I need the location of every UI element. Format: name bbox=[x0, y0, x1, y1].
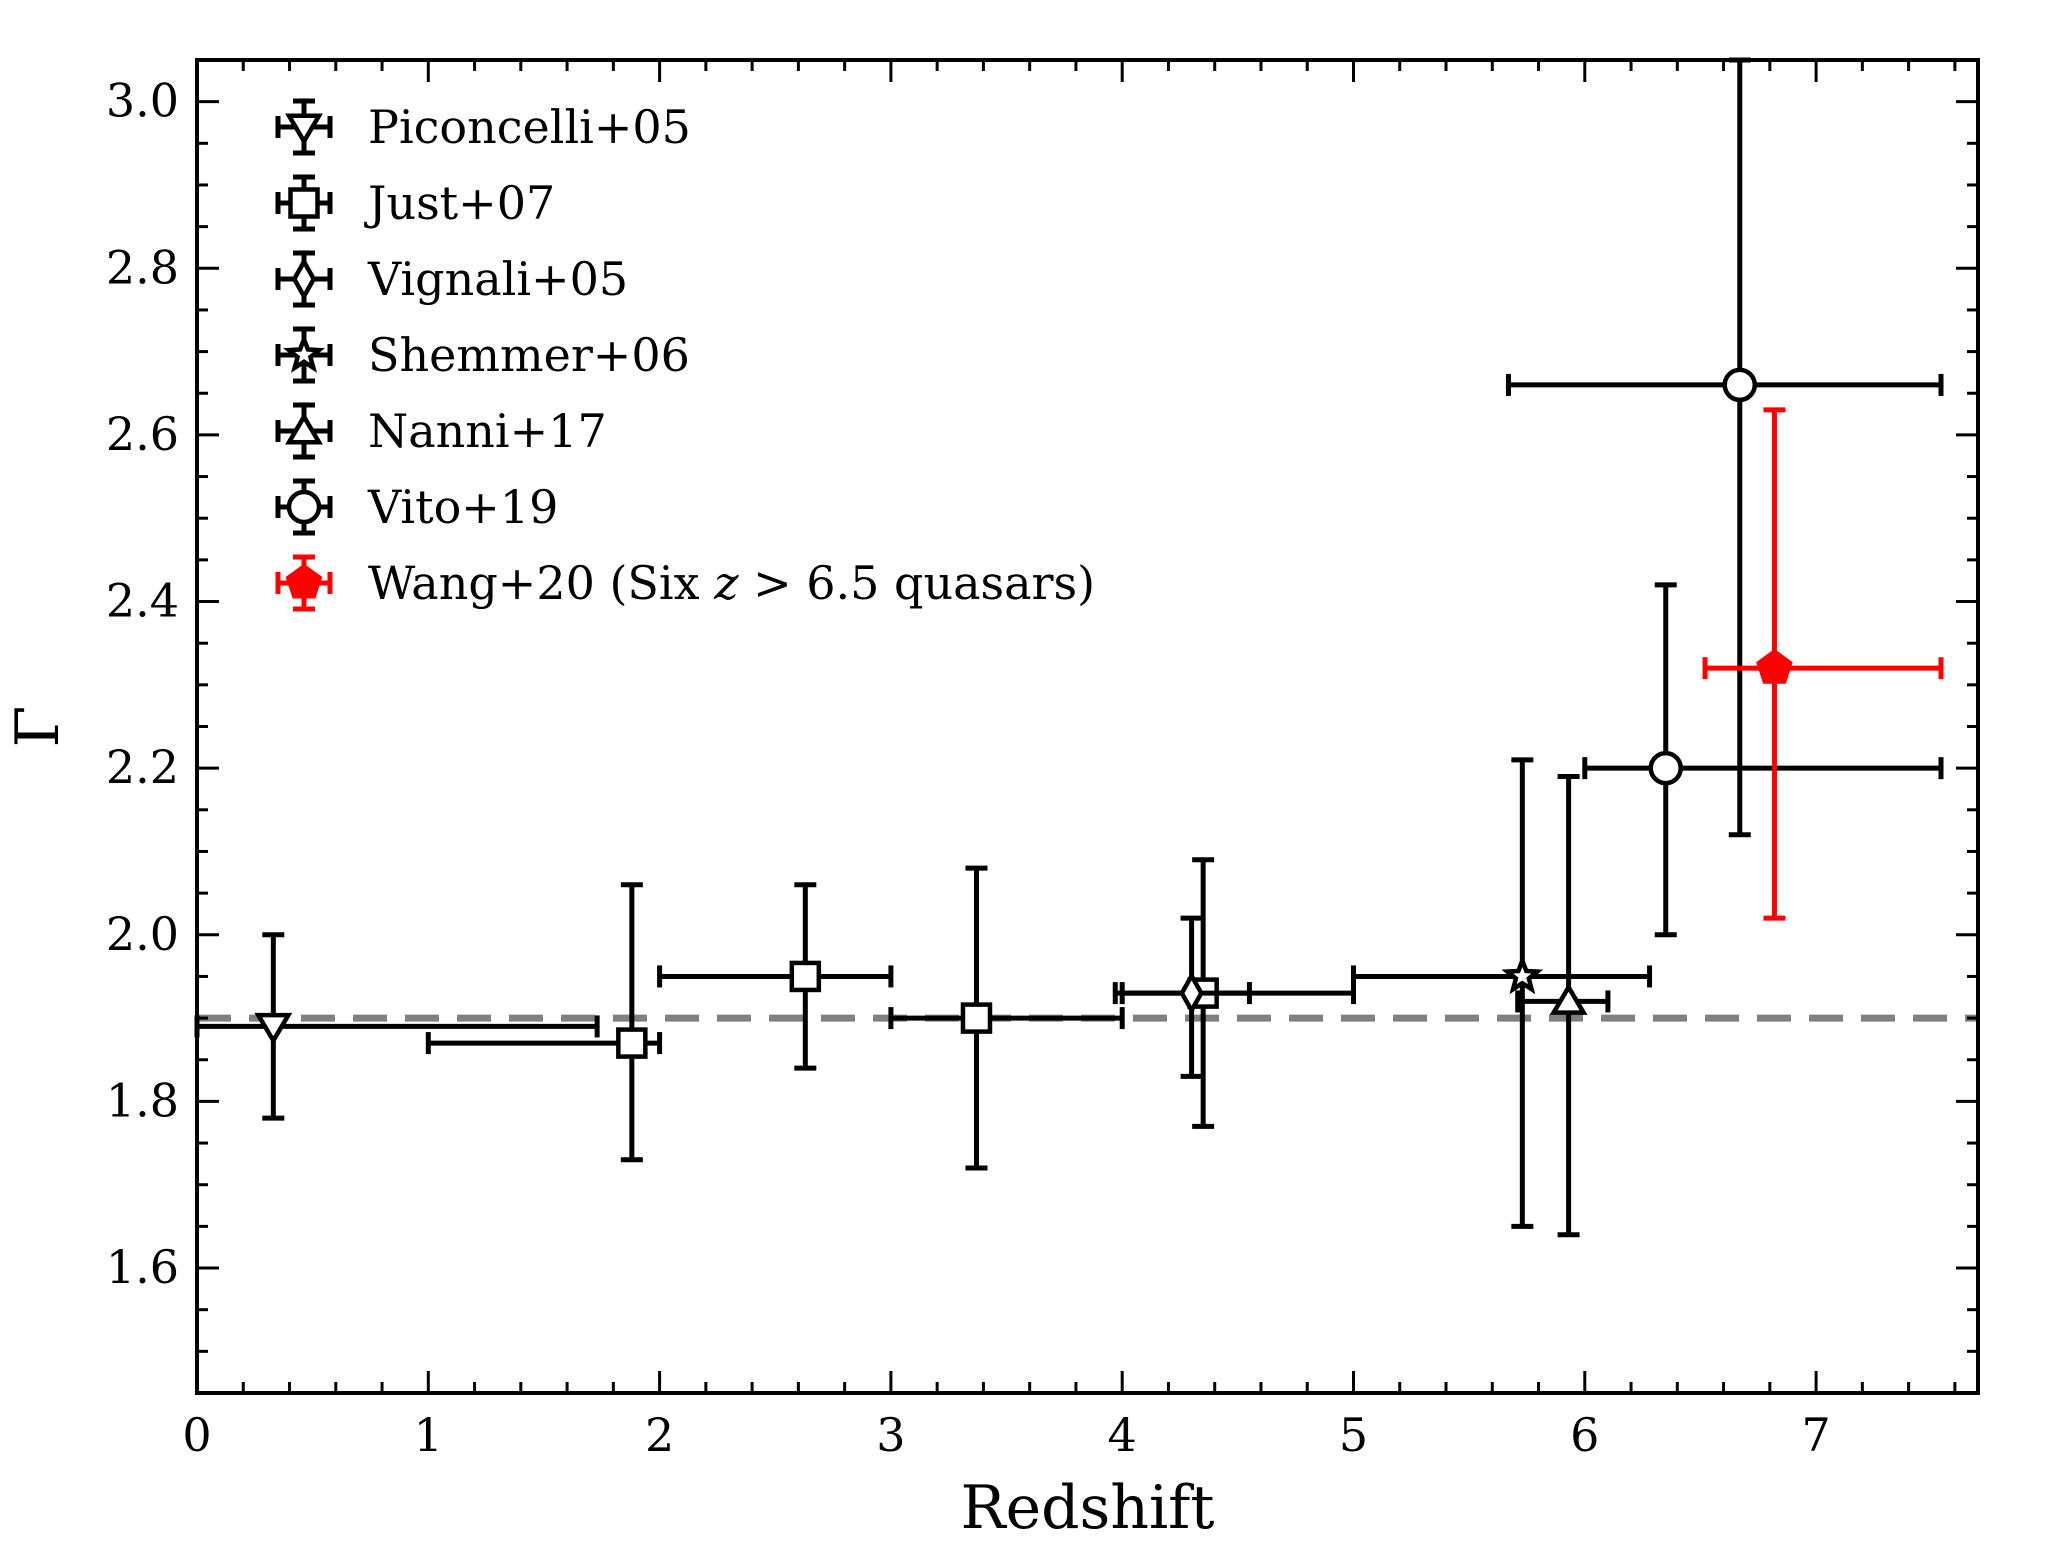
legend-label: Shemmer+06 bbox=[368, 328, 690, 382]
y-tick-label: 2.2 bbox=[106, 740, 179, 794]
data-point bbox=[1515, 773, 1611, 1238]
legend: Piconcelli+05 Just+07 Vignali+05 Shemmer+06… bbox=[275, 98, 1095, 612]
y-tick-label: 2.0 bbox=[106, 907, 179, 961]
data-point bbox=[1505, 57, 1944, 838]
series-1 bbox=[425, 857, 1356, 1171]
series-5 bbox=[1505, 57, 1944, 938]
y-tick-label: 1.8 bbox=[106, 1073, 179, 1127]
y-tick-label: 1.6 bbox=[106, 1240, 179, 1294]
legend-label-italic: z bbox=[713, 556, 739, 610]
data-point bbox=[657, 882, 894, 1071]
legend-marker-circle bbox=[286, 489, 322, 525]
legend-label: Nanni+17 bbox=[368, 404, 607, 458]
legend-entry: Shemmer+06 bbox=[275, 326, 690, 384]
series-3 bbox=[1350, 757, 1653, 1229]
legend-entry: Vignali+05 bbox=[275, 250, 628, 308]
legend-label: Wang+20 (Six z > 6.5 quasars) bbox=[368, 556, 1095, 610]
marker-circle bbox=[1722, 367, 1758, 403]
y-tick-label: 2.8 bbox=[106, 240, 179, 294]
legend-entry: Vito+19 bbox=[275, 478, 558, 536]
x-tick-label: 6 bbox=[1570, 1408, 1599, 1462]
x-tick-label: 5 bbox=[1339, 1408, 1368, 1462]
marker-square bbox=[616, 1027, 648, 1059]
data-point bbox=[888, 865, 1125, 1171]
marker-circle bbox=[1648, 750, 1683, 786]
series-6 bbox=[1702, 407, 1944, 921]
x-tick-label: 3 bbox=[876, 1408, 905, 1462]
marker-diamond bbox=[1179, 971, 1204, 1015]
data-point bbox=[1350, 757, 1653, 1229]
data-point bbox=[425, 882, 663, 1163]
legend-label: Piconcelli+05 bbox=[368, 100, 691, 154]
data-point bbox=[1582, 582, 1944, 938]
x-tick-label: 4 bbox=[1108, 1408, 1137, 1462]
legend-entry: Just+07 bbox=[275, 174, 555, 232]
y-tick-label: 2.4 bbox=[106, 574, 179, 628]
legend-marker-triangle-up bbox=[285, 412, 323, 445]
legend-marker-diamond bbox=[291, 257, 317, 301]
legend-marker-square bbox=[288, 187, 320, 219]
legend-marker-star bbox=[283, 333, 325, 373]
x-tick-label: 1 bbox=[414, 1408, 443, 1462]
y-tick-label: 2.6 bbox=[106, 407, 179, 461]
marker-triangle-up bbox=[1549, 982, 1588, 1015]
legend-marker-pentagon bbox=[285, 563, 323, 599]
legend-entry: Nanni+17 bbox=[275, 402, 607, 460]
y-axis-title: Γ bbox=[3, 706, 73, 748]
legend-entry: Piconcelli+05 bbox=[275, 98, 691, 156]
x-axis-title: Redshift bbox=[960, 1473, 1214, 1542]
marker-star bbox=[1501, 954, 1544, 995]
legend-entry: Wang+20 (Six z > 6.5 quasars) bbox=[275, 554, 1095, 612]
x-tick-label: 7 bbox=[1801, 1408, 1830, 1462]
y-tick-label: 3.0 bbox=[106, 74, 179, 128]
marker-triangle-down bbox=[254, 1012, 293, 1046]
legend-label: Just+07 bbox=[364, 176, 555, 230]
legend-marker-triangle-down bbox=[285, 113, 323, 146]
marker-square bbox=[960, 1002, 993, 1034]
x-tick-label: 2 bbox=[645, 1408, 674, 1462]
marker-square bbox=[789, 960, 822, 993]
data-point bbox=[1702, 407, 1944, 921]
series-4 bbox=[1515, 773, 1611, 1238]
series-2 bbox=[1112, 915, 1252, 1079]
data-point bbox=[1112, 915, 1252, 1079]
marker-pentagon bbox=[1756, 648, 1793, 684]
x-tick-label: 0 bbox=[182, 1408, 211, 1462]
legend-label: Vignali+05 bbox=[367, 252, 628, 306]
legend-label: Vito+19 bbox=[367, 480, 558, 534]
